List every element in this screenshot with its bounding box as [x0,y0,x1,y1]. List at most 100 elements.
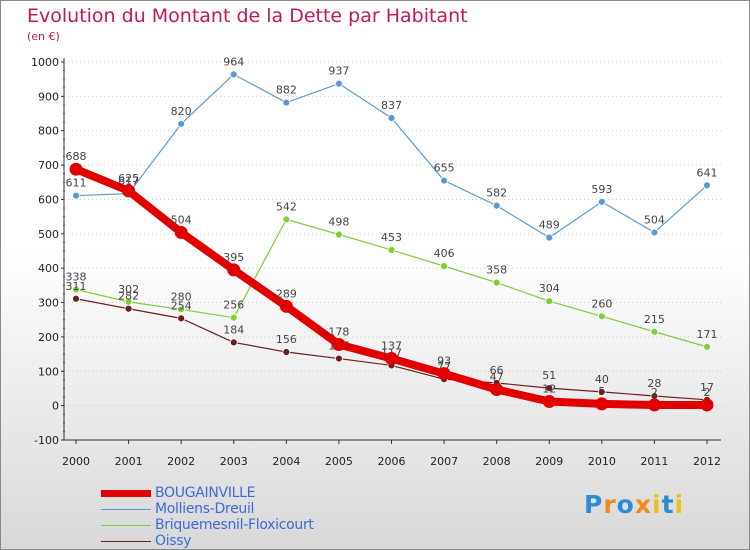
data-point [492,201,501,210]
chart-title: Evolution du Montant de la Dette par Hab… [27,5,468,27]
data-label: 542 [276,200,297,213]
data-point [229,338,238,347]
legend-swatch [101,541,151,542]
data-label: 498 [328,216,349,229]
data-point [332,337,346,351]
y-tick-label: 400 [38,262,59,275]
data-label: 688 [66,150,87,163]
data-point [545,384,554,393]
x-tick-label: 2012 [693,455,721,468]
data-point [385,352,398,366]
x-tick-label: 2009 [535,455,563,468]
data-point [122,184,136,198]
legend-label: Oissy [155,533,192,549]
data-point [597,387,606,396]
data-label: 358 [486,264,507,277]
x-tick-label: 2001 [115,455,143,468]
data-point [229,313,238,322]
y-tick-label: 200 [38,331,59,344]
data-point [597,312,606,321]
data-point [647,398,661,412]
y-tick-label: 300 [38,297,59,310]
data-label: 178 [328,325,349,338]
chart-unit: (en €) [27,30,60,43]
data-label: 617 [118,175,139,188]
data-label: 882 [276,84,297,97]
y-tick-label: 0 [52,400,59,413]
data-label: 289 [276,287,297,300]
data-label: 254 [171,299,192,312]
x-tick-label: 2006 [378,455,406,468]
data-point [387,114,396,122]
data-label: 641 [697,166,718,179]
data-label: 51 [542,369,556,382]
data-point [650,228,659,237]
data-label: 302 [118,283,139,296]
data-point [335,79,343,88]
data-point [545,233,554,242]
data-point [542,395,556,409]
data-label: 215 [644,313,665,326]
data-point [597,197,606,206]
data-label: 964 [223,55,244,68]
legend-swatch [101,509,151,510]
logo-letter: o [616,490,635,519]
data-label: 406 [434,247,455,260]
logo-letter: r [603,490,617,519]
data-label: 12 [542,383,556,396]
series-line [72,165,711,409]
y-tick-label: 900 [38,90,59,103]
data-point [492,278,501,287]
x-tick-label: 2005 [325,455,353,468]
data-point [124,304,133,313]
data-point [490,382,504,396]
data-point [700,398,714,412]
data-point [229,70,238,79]
data-point [282,348,291,356]
data-label: 184 [223,323,244,336]
data-label: 66 [490,364,504,377]
y-tick-label: 700 [38,159,59,172]
data-label: 260 [591,297,612,310]
data-point [440,176,448,185]
data-label: 453 [381,231,402,244]
data-point [177,119,186,128]
data-label: 504 [171,213,192,226]
data-label: 582 [486,187,507,200]
data-label: 93 [437,355,451,368]
proxiti-logo: Proxiti [584,490,684,519]
data-point [72,294,80,303]
data-point [72,191,80,200]
data-label: 611 [66,177,87,190]
data-point [69,162,83,176]
data-label: 280 [171,290,192,303]
logo-letter: i [674,490,685,519]
data-point [282,215,291,224]
legend-swatch [101,525,151,526]
data-point [595,397,609,411]
data-label: 156 [276,333,297,346]
data-label: 28 [647,377,661,390]
data-point [703,181,711,190]
data-label: 338 [66,270,87,283]
y-tick-label: 600 [38,193,59,206]
logo-letter: i [652,490,662,519]
data-label: 837 [381,99,402,112]
legend-swatch [101,490,151,497]
legend-label: BOUGAINVILLE [155,485,256,501]
data-label: 17 [700,381,714,394]
legend-label: Briquemesnil-Floxicourt [155,517,314,533]
y-tick-label: 800 [38,125,59,138]
x-tick-label: 2010 [588,455,616,468]
data-label: 40 [595,373,609,386]
data-point [335,230,343,239]
logo-letter: P [584,490,604,519]
data-point [437,367,451,381]
data-point [177,314,186,323]
data-point [335,354,343,363]
data-label: 256 [223,299,244,312]
data-label: 282 [118,290,139,303]
legend-label: Molliens-Dreuil [155,501,255,517]
